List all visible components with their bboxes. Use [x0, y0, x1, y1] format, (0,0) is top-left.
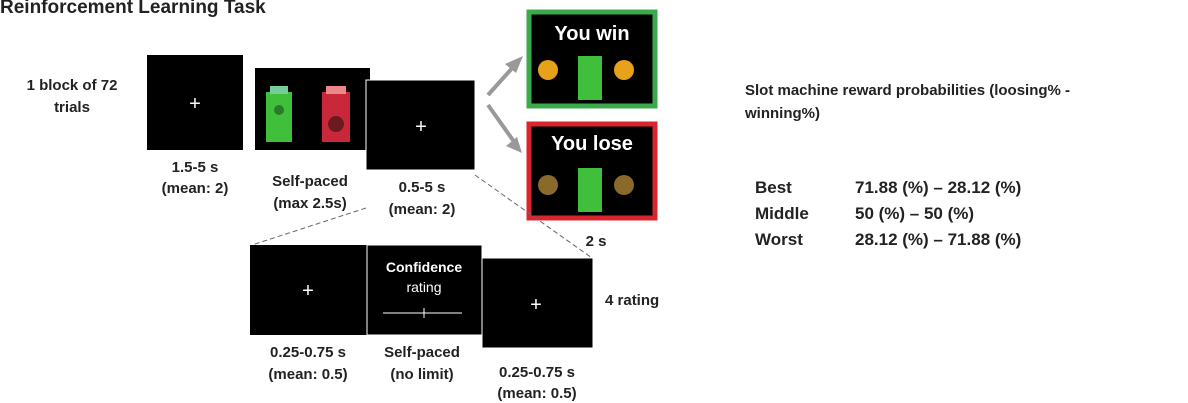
slot-machine-green	[266, 86, 292, 142]
timing: 0.5-5 s	[399, 179, 446, 196]
page: Reinforcement Learning Task 1 block of 7…	[0, 0, 1188, 403]
coin	[538, 60, 558, 80]
coin	[614, 60, 634, 80]
timing: (mean: 2)	[162, 180, 229, 197]
diagram: Reinforcement Learning Task 1 block of 7…	[0, 0, 1188, 403]
timing: Self-paced	[384, 344, 460, 361]
fixation-cross: +	[530, 294, 542, 316]
fixation-cross: +	[189, 93, 201, 115]
timing: 2 s	[586, 233, 607, 250]
timing: Self-paced	[272, 173, 348, 190]
fixation-cross: +	[302, 280, 314, 302]
title: Reinforcement Learning Task	[0, 0, 266, 18]
block-label: trials	[54, 99, 90, 116]
prob-label: Middle	[755, 204, 809, 223]
prob-value: 50 (%) – 50 (%)	[855, 204, 974, 223]
slot-machine-red	[322, 86, 350, 142]
timing: (mean: 0.5)	[497, 385, 576, 402]
rating-prompt: rating	[406, 279, 441, 295]
outcome-label: You lose	[551, 133, 633, 155]
slot-machine-green	[578, 168, 602, 212]
outcome-label: You win	[554, 23, 629, 45]
prob-heading: winning%)	[744, 105, 820, 122]
rating-count: 4 rating	[605, 292, 659, 309]
arrows	[488, 56, 523, 153]
prob-value: 28.12 (%) – 71.88 (%)	[855, 230, 1021, 249]
timing: (mean: 0.5)	[268, 366, 347, 383]
block-label: 1 block of 72	[27, 77, 118, 94]
slot-machine-green	[578, 56, 602, 100]
prob-heading: Slot machine reward probabilities (loosi…	[745, 82, 1070, 99]
prob-label: Worst	[755, 230, 803, 249]
timing: (max 2.5s)	[273, 195, 346, 212]
prob-label: Best	[755, 178, 792, 197]
rating-prompt: Confidence	[386, 259, 462, 275]
timing: 0.25-0.75 s	[270, 344, 346, 361]
prob-value: 71.88 (%) – 28.12 (%)	[855, 178, 1021, 197]
timing: (mean: 2)	[389, 201, 456, 218]
coin	[614, 175, 634, 195]
timing: (no limit)	[390, 366, 453, 383]
timing: 0.25-0.75 s	[499, 364, 575, 381]
timing: 1.5-5 s	[172, 159, 219, 176]
prob-table: Best 71.88 (%) – 28.12 (%) Middle 50 (%) – …	[755, 178, 1021, 249]
coin	[538, 175, 558, 195]
fixation-cross: +	[415, 116, 427, 138]
